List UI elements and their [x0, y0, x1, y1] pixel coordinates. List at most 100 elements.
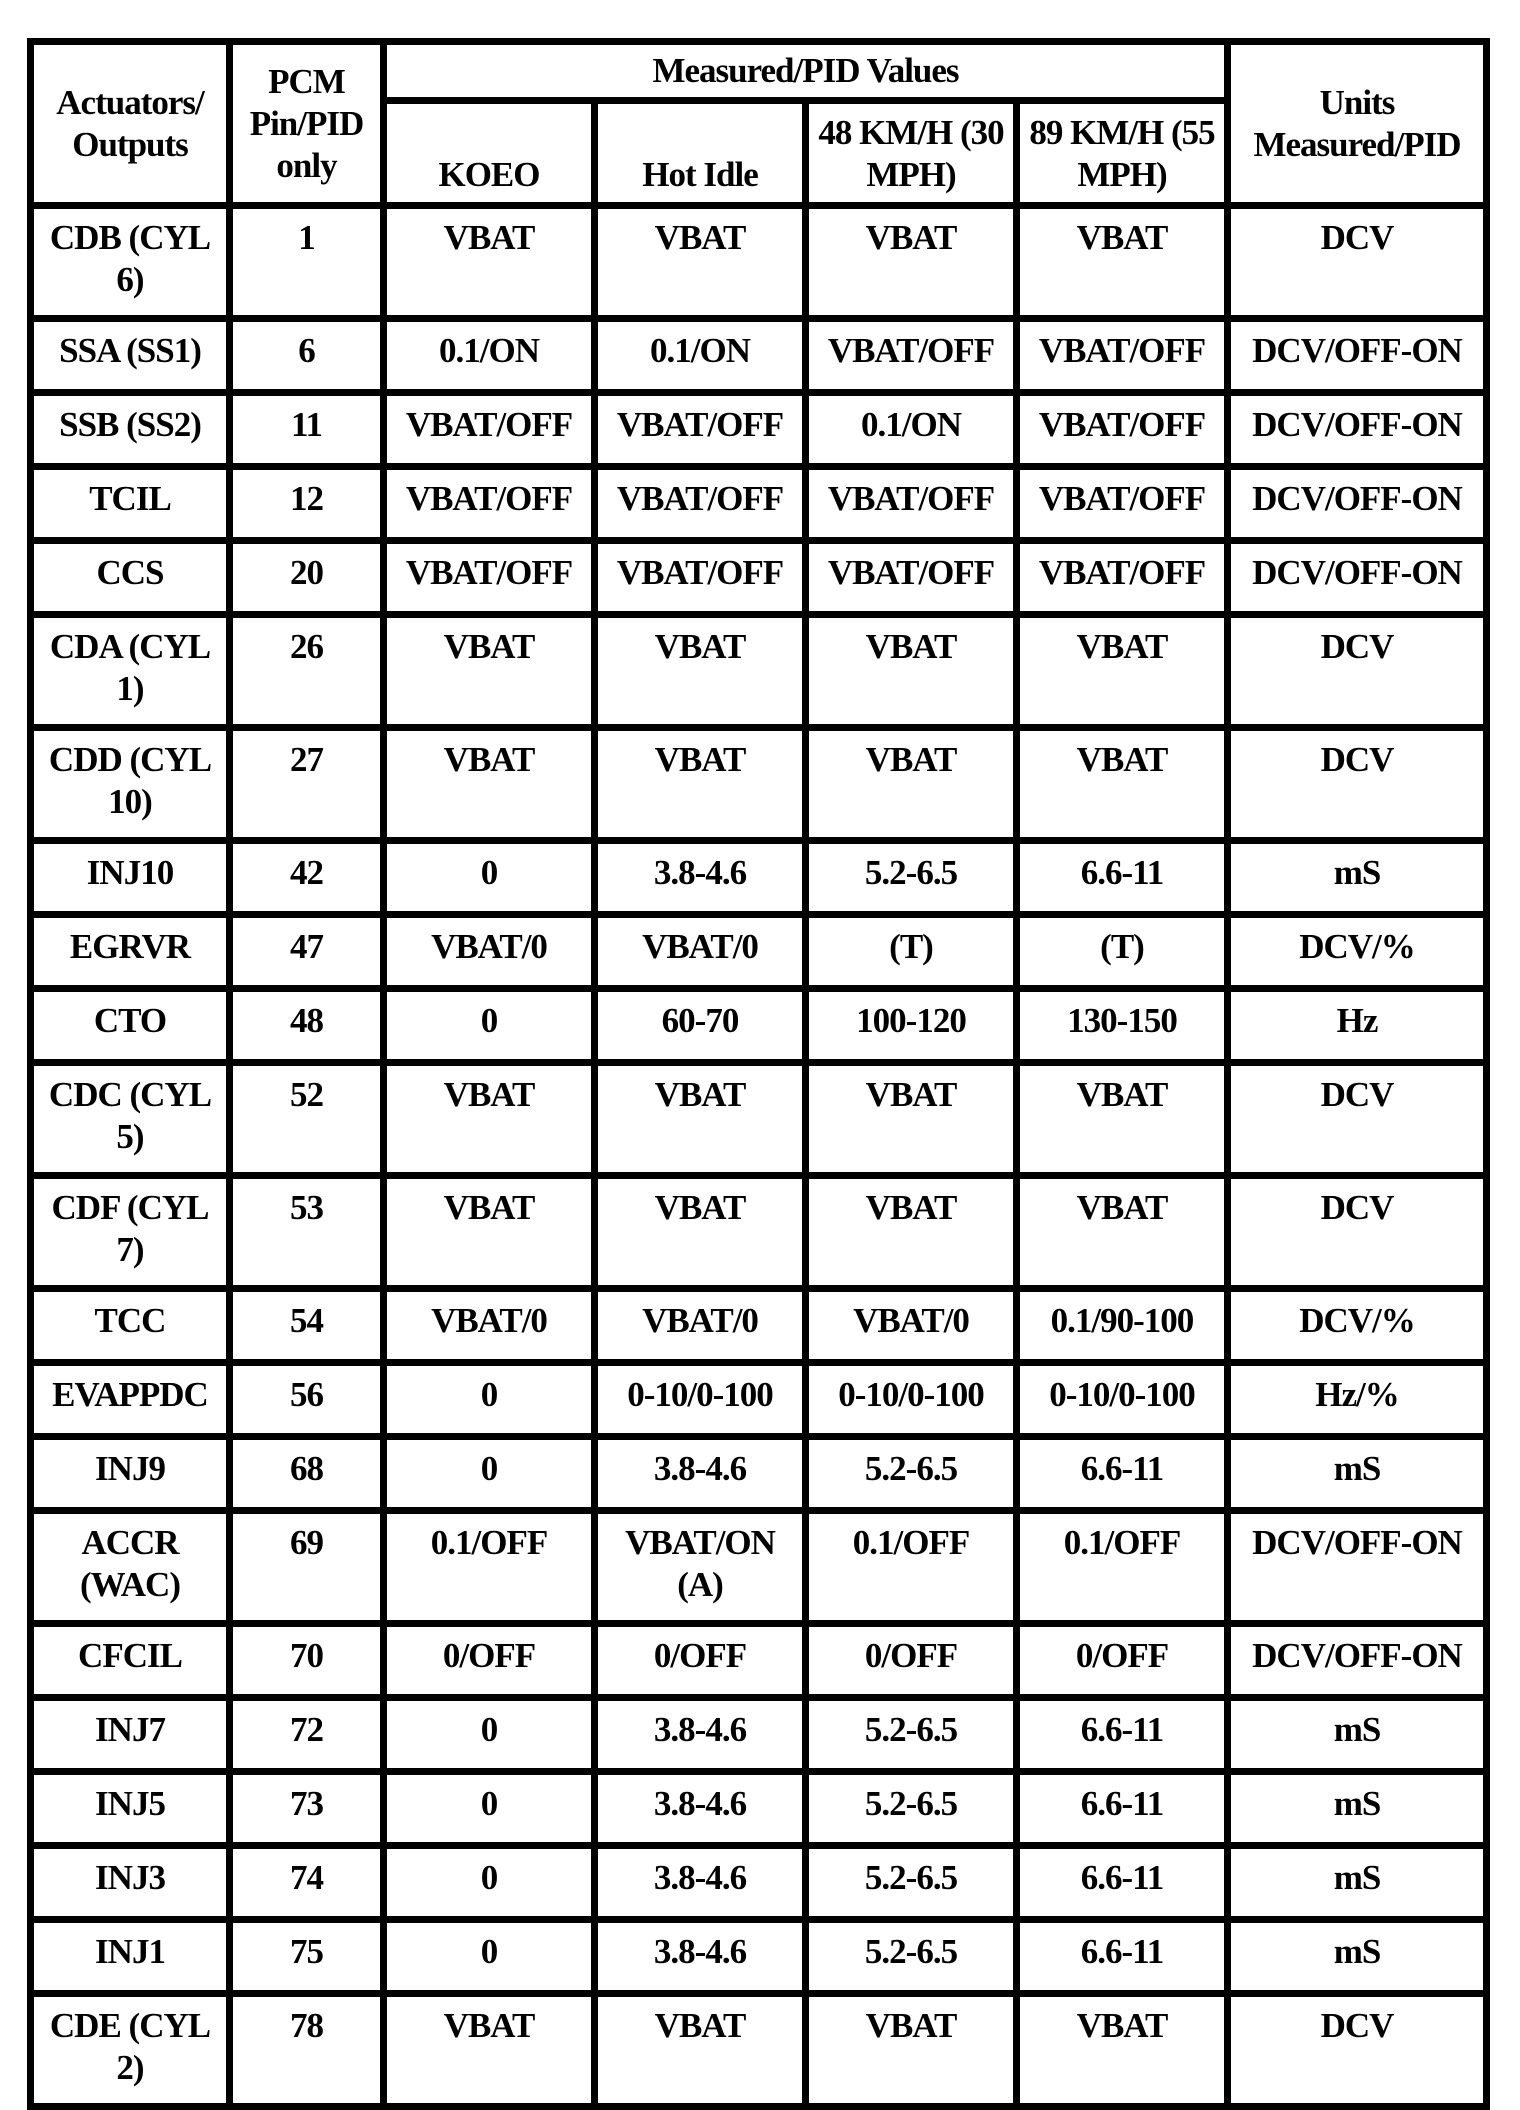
cell-48kmh: 0/OFF	[809, 1627, 1013, 1694]
cell-koeo: 0	[387, 1701, 591, 1768]
cell-actuator: ACCR (WAC)	[34, 1514, 226, 1620]
cell-48kmh: 5.2-6.5	[809, 844, 1013, 911]
cell-units: mS	[1231, 1775, 1483, 1842]
cell-actuator: SSA (SS1)	[34, 322, 226, 389]
cell-koeo: 0.1/OFF	[387, 1514, 591, 1620]
cell-koeo: 0/OFF	[387, 1627, 591, 1694]
cell-pin: 42	[233, 844, 380, 911]
table-row: CDB (CYL 6) 1 VBAT VBAT VBAT VBAT DCV	[34, 209, 1483, 315]
cell-89kmh: VBAT	[1020, 1066, 1224, 1172]
cell-units: mS	[1231, 1701, 1483, 1768]
cell-koeo: 0	[387, 1775, 591, 1842]
cell-actuator: INJ10	[34, 844, 226, 911]
cell-koeo: 0	[387, 1366, 591, 1433]
cell-koeo: VBAT	[387, 1066, 591, 1172]
table-row: CDC (CYL 5) 52 VBAT VBAT VBAT VBAT DCV	[34, 1066, 1483, 1172]
cell-hot-idle: VBAT	[598, 1997, 802, 2103]
cell-48kmh: 0-10/0-100	[809, 1366, 1013, 1433]
cell-hot-idle: 3.8-4.6	[598, 1701, 802, 1768]
table-row: INJ7 72 0 3.8-4.6 5.2-6.5 6.6-11 mS	[34, 1701, 1483, 1768]
header-actuators: Actuators/ Outputs	[34, 45, 226, 202]
cell-pin: 74	[233, 1849, 380, 1916]
cell-89kmh: 6.6-11	[1020, 1440, 1224, 1507]
cell-48kmh: VBAT/0	[809, 1292, 1013, 1359]
cell-actuator: CCS	[34, 544, 226, 611]
cell-hot-idle: VBAT	[598, 1179, 802, 1285]
table-row: CFCIL 70 0/OFF 0/OFF 0/OFF 0/OFF DCV/OFF-ON	[34, 1627, 1483, 1694]
table-row: CDD (CYL 10) 27 VBAT VBAT VBAT VBAT DCV	[34, 731, 1483, 837]
cell-89kmh: 0.1/OFF	[1020, 1514, 1224, 1620]
table-row: TCC 54 VBAT/0 VBAT/0 VBAT/0 0.1/90-100 DCV/%	[34, 1292, 1483, 1359]
cell-units: DCV/%	[1231, 1292, 1483, 1359]
cell-48kmh: 5.2-6.5	[809, 1849, 1013, 1916]
table-row: EGRVR 47 VBAT/0 VBAT/0 (T) (T) DCV/%	[34, 918, 1483, 985]
cell-48kmh: 100-120	[809, 992, 1013, 1059]
cell-koeo: VBAT/OFF	[387, 396, 591, 463]
cell-hot-idle: 0.1/ON	[598, 322, 802, 389]
header-measured-group: Measured/PID Values	[387, 45, 1224, 97]
cell-actuator: INJ1	[34, 1923, 226, 1990]
cell-89kmh: 6.6-11	[1020, 1923, 1224, 1990]
cell-hot-idle: 60-70	[598, 992, 802, 1059]
cell-pin: 54	[233, 1292, 380, 1359]
cell-pin: 69	[233, 1514, 380, 1620]
cell-koeo: VBAT/0	[387, 1292, 591, 1359]
cell-units: mS	[1231, 1849, 1483, 1916]
cell-89kmh: VBAT	[1020, 1997, 1224, 2103]
cell-actuator: CDB (CYL 6)	[34, 209, 226, 315]
cell-48kmh: VBAT/OFF	[809, 470, 1013, 537]
cell-48kmh: VBAT/OFF	[809, 322, 1013, 389]
cell-89kmh: VBAT/OFF	[1020, 470, 1224, 537]
cell-pin: 78	[233, 1997, 380, 2103]
cell-actuator: CDD (CYL 10)	[34, 731, 226, 837]
cell-pin: 53	[233, 1179, 380, 1285]
cell-units: DCV/OFF-ON	[1231, 1514, 1483, 1620]
cell-units: DCV/OFF-ON	[1231, 470, 1483, 537]
cell-89kmh: VBAT	[1020, 1179, 1224, 1285]
cell-hot-idle: VBAT	[598, 731, 802, 837]
cell-89kmh: VBAT	[1020, 209, 1224, 315]
cell-48kmh: 5.2-6.5	[809, 1440, 1013, 1507]
table-row: CDE (CYL 2) 78 VBAT VBAT VBAT VBAT DCV	[34, 1997, 1483, 2103]
table-row: SSB (SS2) 11 VBAT/OFF VBAT/OFF 0.1/ON VBAT/OF…	[34, 396, 1483, 463]
cell-89kmh: VBAT/OFF	[1020, 396, 1224, 463]
cell-actuator: INJ3	[34, 1849, 226, 1916]
cell-actuator: TCIL	[34, 470, 226, 537]
cell-hot-idle: VBAT	[598, 1066, 802, 1172]
cell-89kmh: 6.6-11	[1020, 1701, 1224, 1768]
cell-pin: 52	[233, 1066, 380, 1172]
cell-units: DCV	[1231, 731, 1483, 837]
cell-89kmh: 0-10/0-100	[1020, 1366, 1224, 1433]
table-row: ACCR (WAC) 69 0.1/OFF VBAT/ON (A) 0.1/OFF 0.1…	[34, 1514, 1483, 1620]
cell-pin: 73	[233, 1775, 380, 1842]
cell-hot-idle: 3.8-4.6	[598, 1849, 802, 1916]
header-48kmh: 48 KM/H (30 MPH)	[809, 104, 1013, 202]
cell-actuator: CDF (CYL 7)	[34, 1179, 226, 1285]
cell-koeo: 0	[387, 992, 591, 1059]
cell-units: DCV/%	[1231, 918, 1483, 985]
cell-hot-idle: VBAT	[598, 618, 802, 724]
cell-89kmh: VBAT/OFF	[1020, 544, 1224, 611]
cell-koeo: 0	[387, 844, 591, 911]
table-row: CDA (CYL 1) 26 VBAT VBAT VBAT VBAT DCV	[34, 618, 1483, 724]
table-row: CDF (CYL 7) 53 VBAT VBAT VBAT VBAT DCV	[34, 1179, 1483, 1285]
table-row: CCS 20 VBAT/OFF VBAT/OFF VBAT/OFF VBAT/OFF DCV…	[34, 544, 1483, 611]
cell-89kmh: 6.6-11	[1020, 1849, 1224, 1916]
cell-hot-idle: 3.8-4.6	[598, 1923, 802, 1990]
cell-89kmh: VBAT	[1020, 731, 1224, 837]
cell-89kmh: 6.6-11	[1020, 844, 1224, 911]
cell-pin: 20	[233, 544, 380, 611]
cell-hot-idle: VBAT/0	[598, 1292, 802, 1359]
cell-units: DCV/OFF-ON	[1231, 396, 1483, 463]
cell-48kmh: VBAT/OFF	[809, 544, 1013, 611]
table-row: SSA (SS1) 6 0.1/ON 0.1/ON VBAT/OFF VBAT/OFF DC…	[34, 322, 1483, 389]
table-row: INJ9 68 0 3.8-4.6 5.2-6.5 6.6-11 mS	[34, 1440, 1483, 1507]
cell-units: mS	[1231, 1923, 1483, 1990]
cell-48kmh: VBAT	[809, 618, 1013, 724]
cell-units: DCV	[1231, 1066, 1483, 1172]
table-row: INJ3 74 0 3.8-4.6 5.2-6.5 6.6-11 mS	[34, 1849, 1483, 1916]
cell-units: Hz	[1231, 992, 1483, 1059]
cell-pin: 48	[233, 992, 380, 1059]
table-body: CDB (CYL 6) 1 VBAT VBAT VBAT VBAT DCV SSA (SS1)…	[34, 209, 1483, 2103]
cell-48kmh: VBAT	[809, 1997, 1013, 2103]
